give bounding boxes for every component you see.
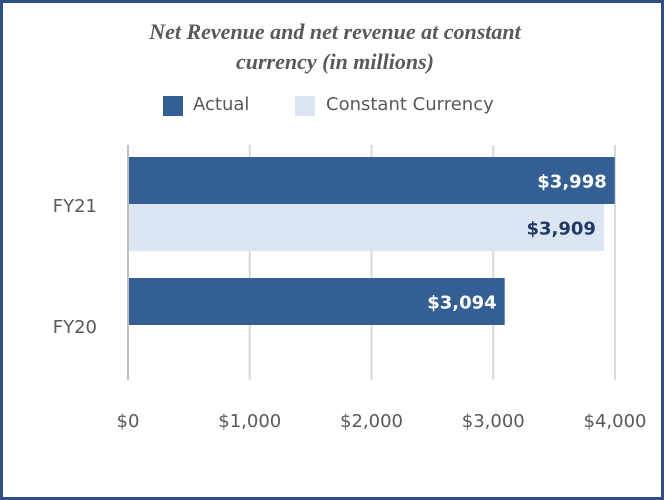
chart-legend: Actual Constant Currency	[3, 93, 664, 121]
category-label-fy21: FY21	[53, 196, 97, 217]
chart-title-line-1: Net Revenue and net revenue at constant	[149, 19, 521, 44]
legend-swatch-actual	[163, 96, 183, 116]
x-tick-label-1000: $1,000	[218, 411, 281, 432]
bar-fy20-actual	[128, 278, 505, 325]
legend-swatch-constant-currency	[295, 96, 315, 116]
chart-title-line-2: currency (in millions)	[235, 49, 434, 74]
data-label-fy21-actual: $3,998	[537, 172, 606, 193]
x-tick-label-0: $0	[117, 411, 140, 432]
data-label-fy20-actual: $3,094	[427, 293, 496, 314]
bar-fy21-actual	[128, 157, 615, 204]
bar-fy21-constant-currency	[128, 204, 604, 251]
category-label-fy20: FY20	[53, 317, 97, 338]
x-tick-label-2000: $2,000	[340, 411, 403, 432]
x-tick-label-4000: $4,000	[584, 411, 647, 432]
legend-label-actual: Actual	[193, 94, 250, 115]
chart-title: Net Revenue and net revenue at constant …	[43, 17, 627, 77]
x-tick-label-3000: $3,000	[462, 411, 525, 432]
data-label-fy21-constant-currency: $3,909	[526, 219, 595, 240]
legend-label-constant-currency: Constant Currency	[326, 94, 494, 115]
